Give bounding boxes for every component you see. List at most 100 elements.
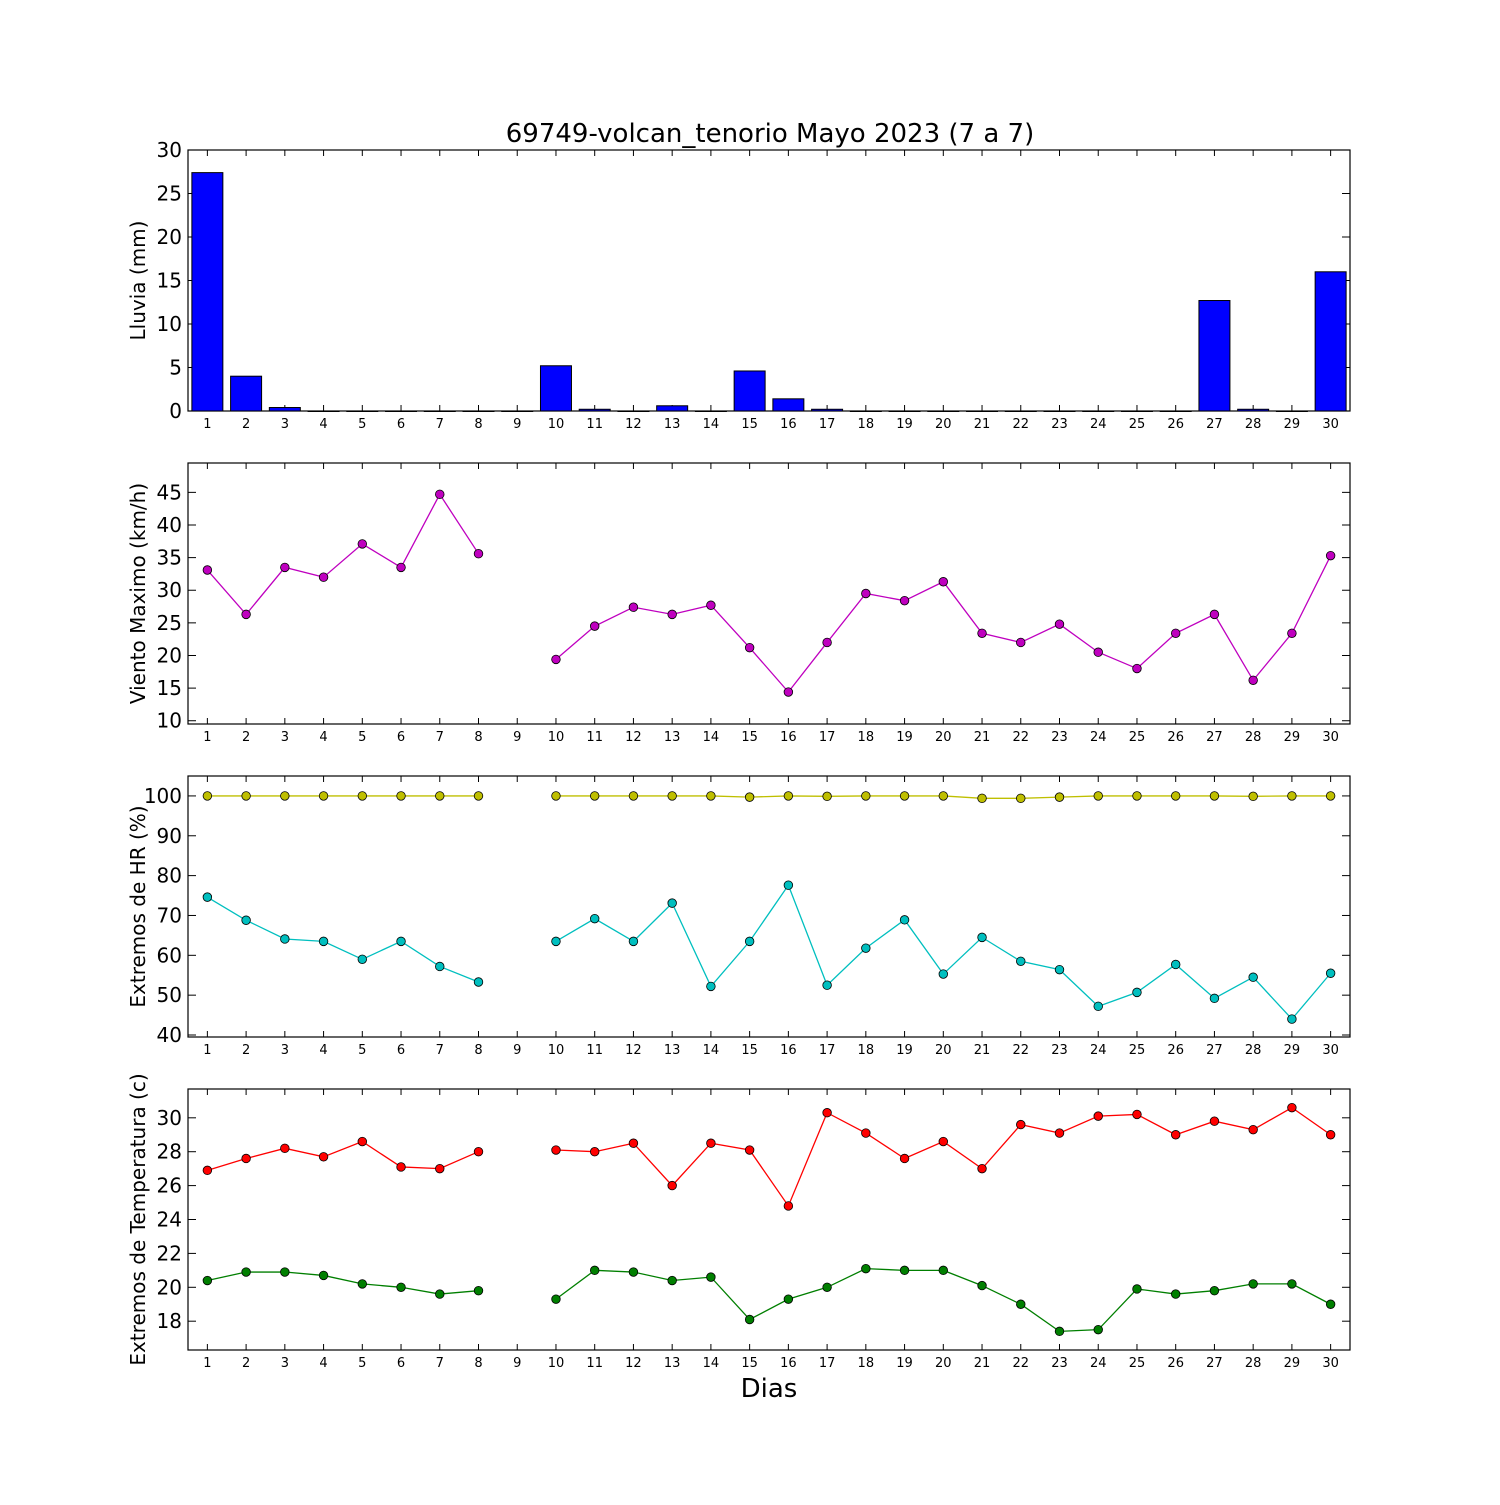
point-day-25: [1132, 1284, 1142, 1294]
point-day-29: [1287, 1102, 1297, 1113]
point-day-15: [744, 936, 755, 947]
xtick-label: 8: [474, 1356, 482, 1371]
xtick-label: 26: [1167, 1356, 1184, 1371]
ytick-label: 45: [157, 480, 182, 504]
point-day-28: [1248, 791, 1258, 802]
point-day-13: [667, 791, 677, 801]
plot-area-viento-maximo-km-h: [187, 462, 1351, 725]
ytick-label: 15: [157, 269, 182, 293]
point-day-25: [1132, 663, 1142, 674]
xtick-label: 1: [203, 417, 211, 432]
xtick-label: 24: [1090, 417, 1107, 432]
point-day-18: [861, 1263, 871, 1274]
xtick-label: 25: [1129, 1356, 1146, 1371]
bar-day-29: [1275, 410, 1308, 412]
point-day-6: [396, 562, 406, 573]
point-day-7: [435, 961, 445, 972]
point-day-3: [280, 934, 290, 944]
point-day-3: [280, 562, 290, 573]
bar-day-25: [1120, 410, 1153, 412]
bar-day-26: [1159, 410, 1192, 412]
xtick-label: 28: [1245, 1043, 1262, 1058]
ytick-label: 25: [157, 182, 182, 206]
ytick-label: 25: [157, 611, 182, 635]
xtick-label: 22: [1012, 1356, 1029, 1371]
ytick-label: 40: [157, 1023, 182, 1047]
xtick-label: 3: [281, 730, 289, 745]
xtick-label: 11: [586, 1043, 603, 1058]
point-day-19: [899, 1265, 910, 1276]
point-day-29: [1287, 1279, 1297, 1289]
point-day-10: [551, 654, 561, 665]
point-day-18: [861, 943, 871, 953]
xtick-label: 15: [741, 417, 758, 432]
point-day-29: [1287, 1014, 1297, 1024]
point-day-22: [1016, 1119, 1026, 1130]
point-day-12: [628, 602, 639, 612]
xtick-label: 23: [1051, 730, 1068, 745]
bar-day-16: [772, 398, 805, 412]
point-day-11: [590, 1265, 600, 1276]
chart-title: 69749-volcan_tenorio Mayo 2023 (7 a 7): [506, 119, 1034, 149]
point-day-14: [706, 600, 716, 610]
point-day-16: [783, 687, 794, 697]
series-1: [202, 1263, 1336, 1337]
point-day-30: [1325, 791, 1336, 801]
xtick-label: 9: [513, 1356, 521, 1371]
point-day-10: [551, 1145, 561, 1155]
point-day-21: [977, 932, 987, 943]
bar-day-28: [1237, 408, 1270, 412]
xtick-label: 10: [548, 1356, 565, 1371]
point-day-11: [590, 791, 600, 801]
xtick-label: 7: [436, 730, 444, 745]
xtick-label: 6: [397, 1356, 405, 1371]
bar-day-22: [1004, 410, 1037, 412]
point-day-18: [861, 791, 871, 801]
series-0: [202, 489, 1336, 697]
point-day-24: [1093, 647, 1103, 657]
bar-day-2: [230, 375, 263, 412]
point-day-20: [938, 791, 949, 801]
y-axis-label: Viento Maximo (km/h): [126, 483, 150, 704]
xtick-label: 5: [358, 1043, 366, 1058]
point-day-8: [473, 1285, 484, 1296]
point-day-1: [202, 892, 213, 902]
point-day-6: [396, 791, 406, 801]
point-day-30: [1325, 968, 1336, 978]
bar-day-4: [307, 410, 340, 412]
point-day-29: [1287, 791, 1297, 801]
xtick-label: 20: [935, 417, 952, 432]
xtick-label: 3: [281, 1043, 289, 1058]
point-day-11: [590, 621, 600, 631]
xtick-label: 26: [1167, 417, 1184, 432]
xtick-label: 17: [819, 1356, 836, 1371]
xtick-label: 23: [1051, 417, 1068, 432]
point-day-14: [706, 1138, 716, 1148]
xtick-label: 21: [974, 730, 991, 745]
ytick-label: 50: [157, 983, 182, 1007]
ytick-label: 35: [157, 546, 182, 570]
xtick-label: 24: [1090, 730, 1107, 745]
xtick-label: 23: [1051, 1356, 1068, 1371]
xtick-label: 1: [203, 1356, 211, 1371]
ytick-label: 26: [157, 1174, 182, 1198]
xtick-label: 9: [513, 1043, 521, 1058]
series-line: [207, 1271, 479, 1295]
point-day-13: [667, 609, 677, 620]
ytick-label: 15: [157, 676, 182, 700]
point-day-14: [706, 1272, 716, 1282]
point-day-5: [357, 954, 368, 964]
xtick-label: 8: [474, 730, 482, 745]
point-day-17: [822, 791, 832, 802]
point-day-13: [667, 1180, 677, 1191]
series-0: [202, 791, 1336, 804]
point-day-21: [977, 1280, 987, 1291]
xtick-label: 30: [1322, 730, 1339, 745]
xtick-label: 22: [1012, 1043, 1029, 1058]
series-1: [202, 880, 1336, 1024]
point-day-11: [590, 913, 600, 924]
xtick-label: 27: [1206, 1356, 1223, 1371]
point-day-26: [1170, 959, 1181, 970]
